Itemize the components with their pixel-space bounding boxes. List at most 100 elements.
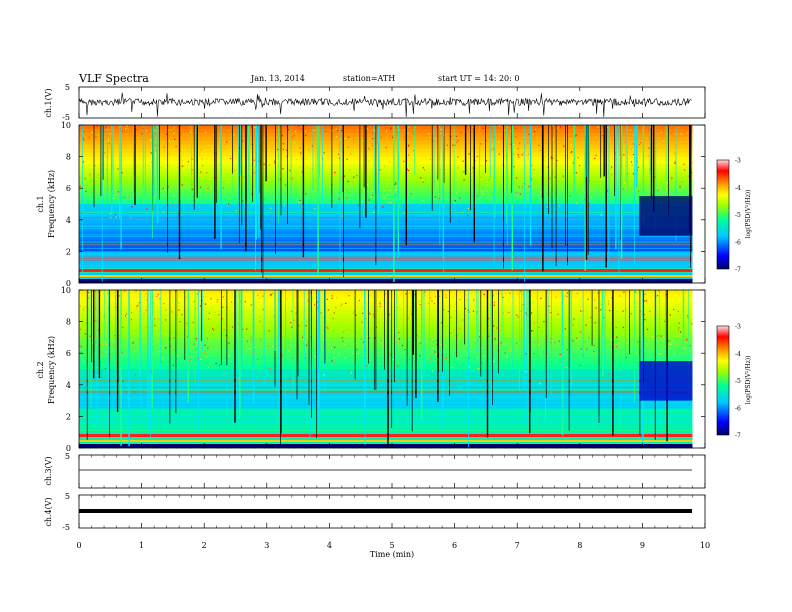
spectrogram-speckle (482, 193, 484, 195)
spectrogram-speckle (85, 306, 87, 308)
spectrogram-speckle (483, 293, 485, 295)
spectrogram-speckle (447, 311, 449, 313)
spectrogram-speckle (269, 367, 271, 369)
spectrogram-speckle (133, 315, 135, 317)
spectrogram-speckle (600, 309, 602, 311)
spectrogram-speckle (205, 187, 208, 189)
spectrogram-speckle (570, 143, 572, 146)
spectrogram-speckle (614, 139, 616, 141)
spectrogram-speckle (430, 145, 432, 147)
spectrogram-speckle (517, 148, 519, 150)
spectrogram-speckle (644, 323, 646, 325)
spectrogram-speckle (84, 333, 87, 335)
spectrogram-speckle (506, 356, 508, 358)
spectrogram-speckle (401, 344, 404, 346)
spectrogram-speckle (275, 157, 277, 159)
spectrogram-speckle (483, 355, 485, 357)
spectrogram-speckle (251, 193, 253, 195)
spectrogram-speckle (431, 300, 433, 302)
spectrogram-speckle (263, 163, 265, 165)
spectrogram-speckle (270, 207, 272, 209)
spectrogram-speckle (516, 152, 518, 154)
spectrogram-speckle (588, 337, 590, 339)
colorbar-tick--3: -3 (735, 158, 741, 165)
ytick-label-2: 2 (66, 247, 71, 256)
spectrogram-speckle (321, 317, 324, 319)
spectrogram-speckle (336, 130, 339, 132)
spectrogram-speckle (456, 141, 458, 143)
spectrogram-speckle (373, 129, 375, 131)
spectrogram-speckle (230, 157, 232, 160)
spectrogram-speckle (563, 137, 565, 139)
spectrogram-band (79, 275, 693, 280)
spectrogram-speckle (85, 190, 87, 192)
spectrogram-speckle (677, 303, 679, 305)
spectrogram-speckle (671, 301, 673, 303)
spectrogram-speckle (552, 162, 554, 164)
spectrogram-speckle (590, 305, 592, 307)
spectrogram-speckle (401, 128, 403, 130)
spectrogram-speckle (207, 366, 210, 368)
spectrogram-speckle (81, 346, 83, 348)
spectrogram-speckle (413, 150, 415, 152)
spectrogram-speckle (487, 381, 490, 383)
spectrogram-speckle (288, 152, 290, 154)
spectrogram-speckle (577, 178, 579, 180)
spectrogram-speckle (574, 326, 576, 328)
spectrogram-speckle (202, 296, 204, 298)
spectrogram-speckle (144, 312, 146, 314)
spectrogram-speckle (362, 346, 364, 348)
spectrogram-speckle (462, 160, 464, 162)
spectrogram-speckle (593, 331, 595, 333)
spectrogram-speckle (412, 160, 414, 162)
spectrogram-speckle (373, 306, 375, 308)
spectrogram-speckle (472, 126, 474, 128)
spectrogram-speckle (300, 294, 302, 296)
spectrogram-speckle (633, 143, 635, 145)
spectrogram-speckle (158, 154, 160, 156)
spectrogram-speckle (582, 363, 585, 365)
spectrogram-speckle (523, 183, 525, 185)
spectrogram-speckle (580, 331, 582, 333)
spectrogram-speckle (420, 177, 422, 179)
spectrogram-speckle (608, 298, 610, 300)
spectrogram-speckle (366, 128, 368, 130)
spectrogram-speckle (293, 319, 295, 321)
spectrogram-speckle (398, 341, 400, 343)
spectrogram-speckle (103, 163, 105, 165)
spectrogram-speckle (592, 141, 594, 143)
spectrogram-speckle (515, 346, 518, 348)
spectrogram-speckle (631, 164, 633, 166)
spectrogram-speckle (463, 179, 465, 181)
ch1-frequency-ylabel: Frequency (kHz) (47, 170, 56, 238)
spectrogram-band (79, 180, 693, 185)
spectrogram-speckle (155, 145, 157, 147)
spectrogram-speckle (612, 158, 614, 160)
spectrogram-speckle (386, 183, 388, 185)
spectrogram-speckle (150, 152, 152, 154)
spectrogram-speckle (195, 293, 198, 295)
spectrogram-speckle (205, 195, 207, 197)
spectrogram-speckle (490, 146, 492, 148)
spectrogram-speckle (83, 352, 85, 354)
spectrogram-speckle (689, 345, 691, 347)
spectrogram-band (79, 132, 693, 138)
spectrogram-speckle (536, 297, 538, 299)
spectrogram-speckle (468, 141, 470, 143)
spectrogram-speckle (521, 293, 523, 295)
spectrogram-speckle (250, 336, 252, 338)
spectrogram-band (79, 160, 693, 165)
spectrogram-speckle (463, 329, 465, 331)
spectrogram-speckle (539, 327, 541, 330)
spectrogram-speckle (181, 314, 183, 316)
spectrogram-speckle (432, 340, 434, 343)
spectrogram-speckle (233, 134, 235, 136)
spectrogram-speckle (497, 170, 499, 172)
spectrogram-speckle (309, 336, 312, 338)
spectrogram-speckle (104, 152, 106, 154)
spectrogram-speckle (407, 294, 409, 296)
spectrogram-speckle (366, 302, 368, 304)
spectrogram-speckle (530, 182, 532, 184)
spectrogram-speckle (388, 314, 390, 316)
ch2-colorbar-ticks: -3-4-5-6-7 (735, 324, 741, 440)
